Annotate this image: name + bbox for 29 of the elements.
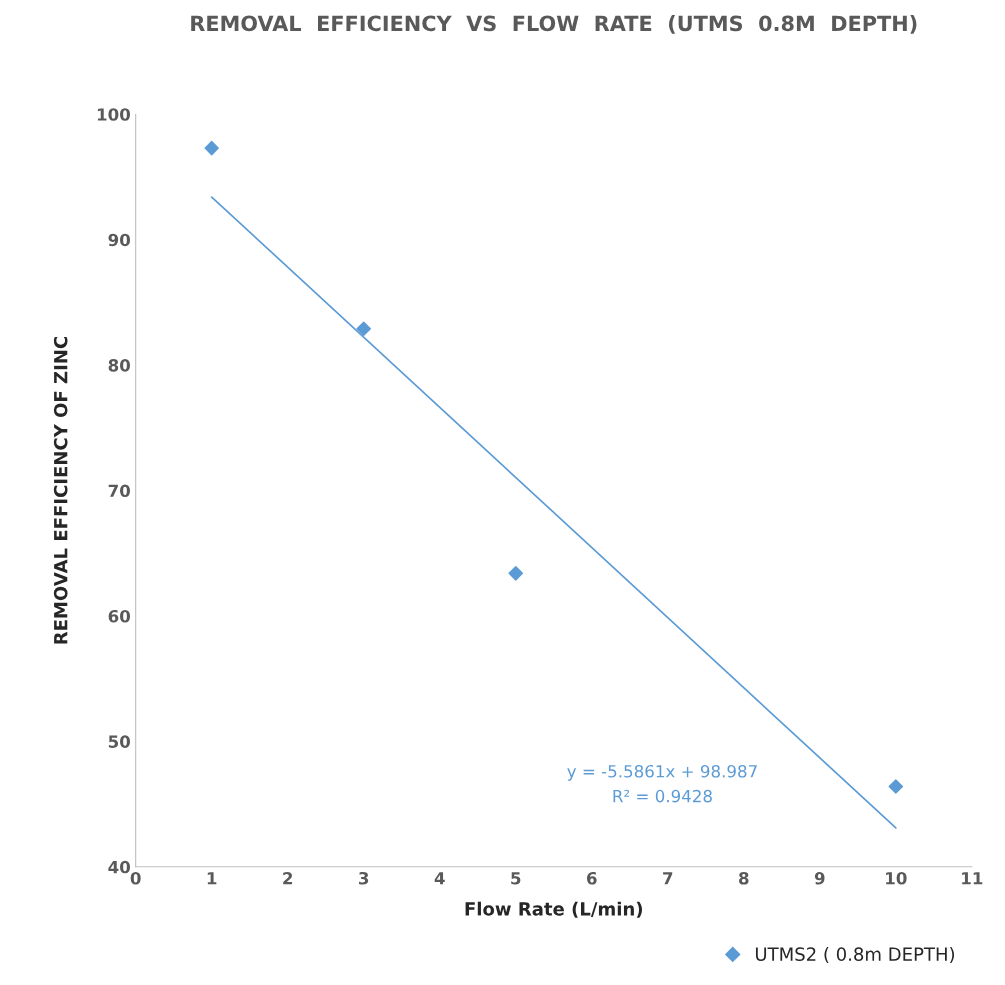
- annotation: y = -5.5861x + 98.987: [567, 764, 757, 781]
- point: [204, 140, 219, 156]
- y-tick-label: 70: [108, 484, 131, 498]
- x-tick-label: 11: [962, 872, 983, 885]
- x-tick-label: 7: [663, 872, 673, 885]
- x-tick-label: 6: [587, 871, 597, 885]
- legend-label: UTMS2 ( 0.8m DEPTH): [755, 947, 955, 964]
- y-tick-label: 80: [108, 359, 131, 372]
- point: [888, 779, 904, 794]
- annotation: R² = 0.9428: [613, 789, 712, 803]
- y-tick-label: 90: [108, 233, 131, 247]
- point: [508, 566, 524, 581]
- x-tick-label: 5: [511, 872, 521, 885]
- y-tick-label: 60: [108, 609, 131, 623]
- x-tick-label: 0: [130, 871, 141, 885]
- point: [356, 321, 372, 337]
- x-tick-label: 2: [283, 871, 293, 885]
- x-axis-title: Flow Rate (L/min): [465, 901, 642, 918]
- x-tick-label: 3: [359, 871, 369, 885]
- y-tick-label: 40: [108, 860, 131, 874]
- x-tick-label: 1: [207, 872, 217, 885]
- x-tick-label: 4: [434, 872, 445, 885]
- x-tick-label: 8: [739, 871, 749, 885]
- x-tick-label: 9: [814, 871, 825, 885]
- chart-title: REMOVAL EFFICIENCY VS FLOW RATE (UTMS 0.8M DEPTH): [191, 15, 917, 34]
- y-axis-title: REMOVAL EFFICIENCY OF ZINC: [53, 336, 68, 644]
- x-tick-label: 10: [886, 871, 907, 885]
- y-tick-label: 50: [108, 735, 131, 748]
- y-tick-label: 100: [97, 108, 131, 121]
